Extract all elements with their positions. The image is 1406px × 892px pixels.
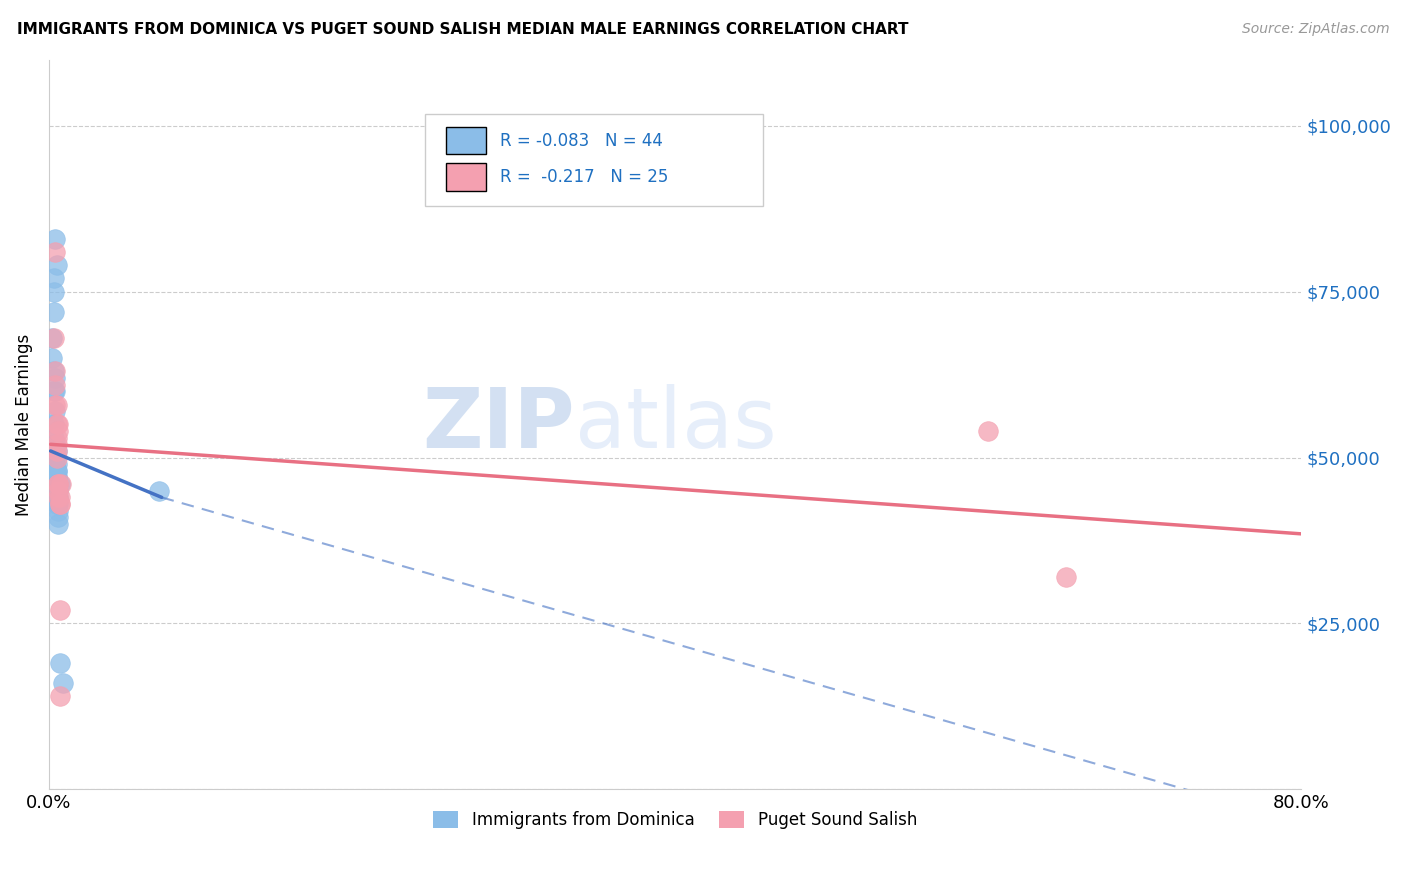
Point bbox=[42, 304, 65, 318]
Point bbox=[44, 444, 66, 458]
Point bbox=[45, 477, 67, 491]
Point bbox=[44, 232, 66, 246]
Point bbox=[48, 503, 70, 517]
Text: R = -0.083   N = 44: R = -0.083 N = 44 bbox=[499, 132, 662, 150]
Point bbox=[44, 450, 66, 465]
Point bbox=[45, 444, 67, 458]
Text: ZIP: ZIP bbox=[422, 384, 575, 465]
Point bbox=[42, 384, 65, 399]
Point bbox=[44, 397, 66, 411]
Point bbox=[44, 364, 66, 378]
Point bbox=[48, 483, 70, 498]
Point bbox=[45, 497, 67, 511]
Point bbox=[148, 483, 170, 498]
Point bbox=[44, 437, 66, 451]
Point bbox=[45, 397, 67, 411]
Point bbox=[44, 384, 66, 399]
Point bbox=[48, 417, 70, 432]
Point bbox=[45, 444, 67, 458]
Point bbox=[45, 457, 67, 471]
Point bbox=[48, 491, 70, 505]
Point bbox=[45, 464, 67, 478]
Point bbox=[42, 437, 65, 451]
Point bbox=[48, 510, 70, 524]
Point bbox=[44, 457, 66, 471]
Text: atlas: atlas bbox=[575, 384, 776, 465]
Point bbox=[48, 516, 70, 531]
FancyBboxPatch shape bbox=[425, 114, 763, 205]
Point bbox=[45, 470, 67, 484]
Point bbox=[44, 244, 66, 259]
Point bbox=[44, 371, 66, 385]
Point bbox=[45, 470, 67, 484]
Y-axis label: Median Male Earnings: Median Male Earnings bbox=[15, 334, 32, 516]
Point bbox=[42, 285, 65, 299]
FancyBboxPatch shape bbox=[446, 163, 486, 191]
Text: Source: ZipAtlas.com: Source: ZipAtlas.com bbox=[1241, 22, 1389, 37]
Point bbox=[44, 404, 66, 418]
Point bbox=[48, 477, 70, 491]
Point bbox=[48, 477, 70, 491]
Point bbox=[49, 477, 72, 491]
Point bbox=[48, 491, 70, 505]
Point bbox=[44, 377, 66, 392]
Point bbox=[42, 331, 65, 345]
Point bbox=[49, 497, 72, 511]
Point bbox=[45, 477, 67, 491]
Point bbox=[42, 431, 65, 445]
Point bbox=[45, 497, 67, 511]
Point bbox=[48, 424, 70, 438]
Point bbox=[41, 351, 63, 365]
Text: R =  -0.217   N = 25: R = -0.217 N = 25 bbox=[499, 168, 668, 186]
Point bbox=[45, 483, 67, 498]
Point bbox=[49, 603, 72, 617]
Point bbox=[49, 656, 72, 670]
Point bbox=[48, 483, 70, 498]
Point bbox=[51, 477, 73, 491]
Point bbox=[48, 497, 70, 511]
Point bbox=[42, 417, 65, 432]
Point bbox=[45, 437, 67, 451]
Point bbox=[52, 676, 75, 690]
Point bbox=[45, 491, 67, 505]
Point bbox=[45, 464, 67, 478]
FancyBboxPatch shape bbox=[446, 127, 486, 154]
Point bbox=[41, 331, 63, 345]
Point bbox=[45, 417, 67, 432]
Point bbox=[49, 491, 72, 505]
Point bbox=[45, 477, 67, 491]
Point bbox=[45, 450, 67, 465]
Point bbox=[45, 491, 67, 505]
Point bbox=[49, 497, 72, 511]
Point bbox=[42, 364, 65, 378]
Point bbox=[42, 271, 65, 285]
Text: IMMIGRANTS FROM DOMINICA VS PUGET SOUND SALISH MEDIAN MALE EARNINGS CORRELATION : IMMIGRANTS FROM DOMINICA VS PUGET SOUND … bbox=[17, 22, 908, 37]
Point bbox=[45, 258, 67, 272]
Point bbox=[977, 424, 1000, 438]
Point bbox=[49, 690, 72, 704]
Point bbox=[45, 431, 67, 445]
Point bbox=[48, 477, 70, 491]
Point bbox=[1056, 570, 1078, 584]
Legend: Immigrants from Dominica, Puget Sound Salish: Immigrants from Dominica, Puget Sound Sa… bbox=[426, 804, 924, 836]
